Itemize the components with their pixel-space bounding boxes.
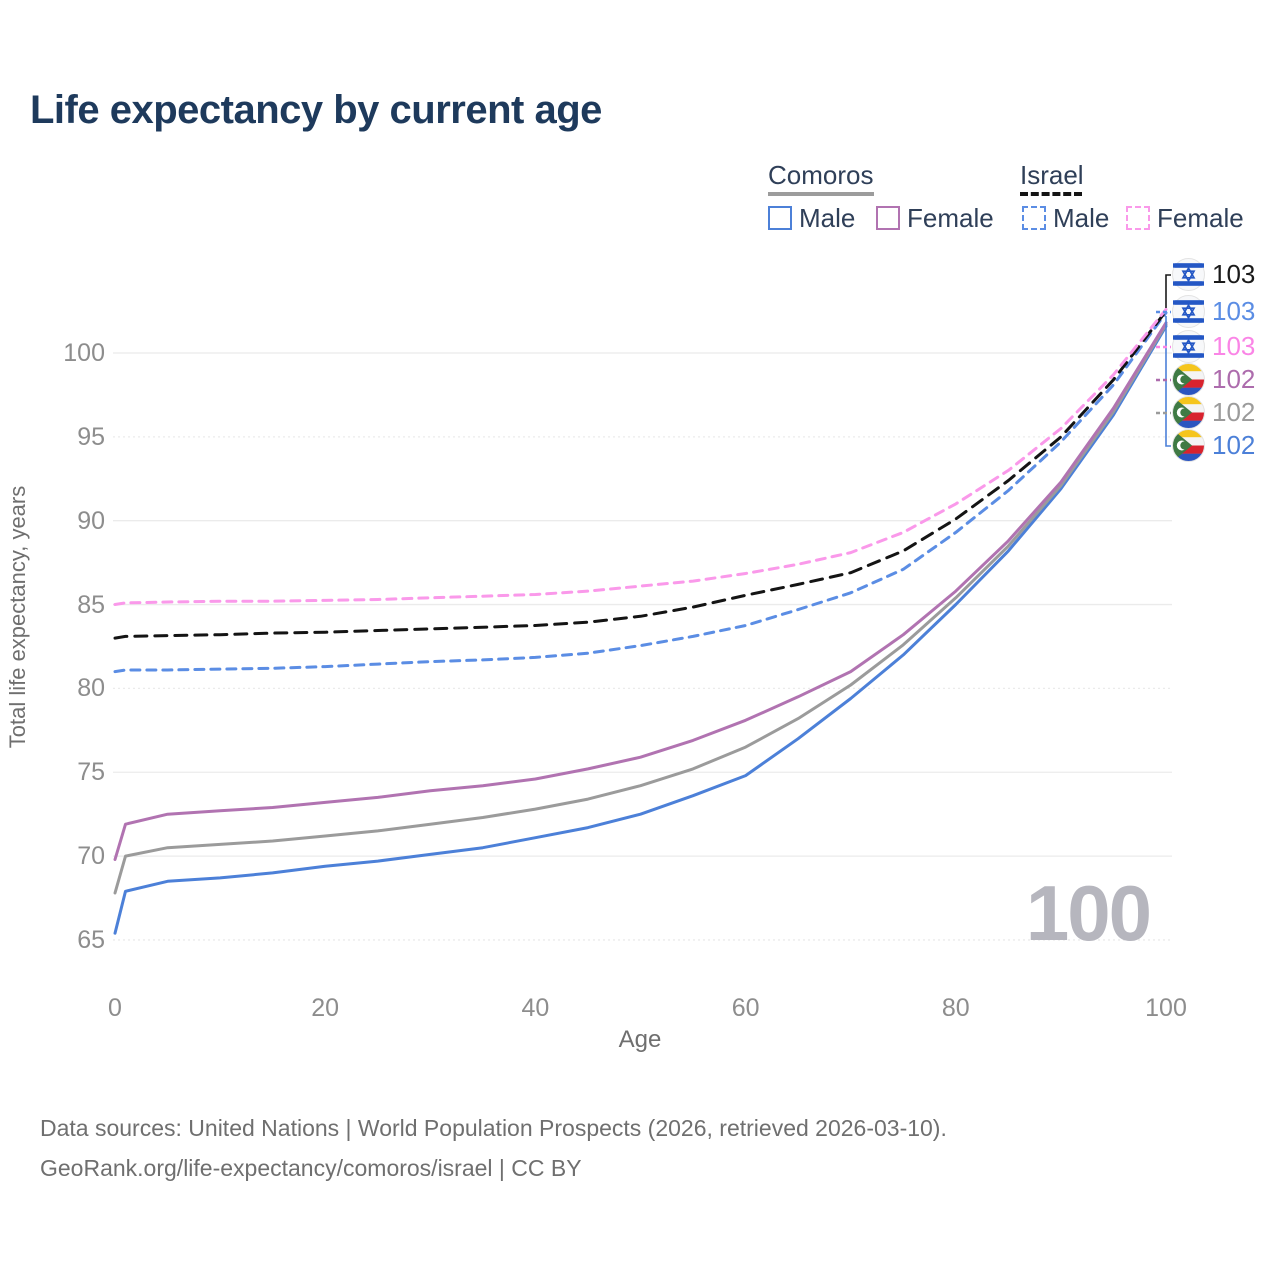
legend-group-comoros: Comoros	[768, 160, 874, 190]
end-value: 102	[1212, 364, 1256, 394]
end-value: 102	[1212, 430, 1256, 460]
israel-flag-icon	[1172, 295, 1205, 328]
x-axis-title: Age	[618, 1026, 662, 1053]
legend-underline-israel	[1020, 192, 1082, 196]
end-label-israel-female: 103	[1172, 330, 1255, 363]
legend-item-israel-female[interactable]: Female	[1126, 203, 1244, 233]
legend-label: Female	[1157, 202, 1244, 233]
comoros-flag-icon	[1172, 429, 1205, 462]
y-tick-label-85: 85	[77, 590, 105, 619]
footer: Data sources: United Nations | World Pop…	[40, 1108, 947, 1189]
y-tick-label-70: 70	[77, 842, 105, 871]
legend-group-israel: Israel	[1020, 160, 1084, 190]
comoros-female-swatch-icon	[876, 206, 900, 230]
legend-item-comoros-female[interactable]: Female	[876, 203, 994, 233]
legend-label: Female	[907, 202, 994, 233]
y-tick-label-95: 95	[77, 422, 105, 451]
israel-male-swatch-icon	[1022, 206, 1046, 230]
georank-link[interactable]: GeoRank.org/life-expectancy/comoros/isra…	[40, 1155, 582, 1182]
watermark-age-100: 100	[1025, 869, 1152, 957]
end-label-israel-male: 103	[1172, 295, 1255, 328]
page-title: Life expectancy by current age	[30, 88, 602, 132]
data-sources-text: Data sources: United Nations | World Pop…	[40, 1115, 947, 1141]
series-line-israel-male	[113, 311, 1168, 674]
series-line-comoros-male	[113, 324, 1168, 935]
series-line-comoros-female	[113, 321, 1168, 861]
end-label-israel-total: 103	[1172, 258, 1255, 291]
legend-label: Male	[1053, 202, 1110, 233]
x-tick-label-80: 80	[941, 994, 970, 1022]
connector-comoros-male	[1165, 316, 1171, 447]
legend-label: Male	[799, 202, 856, 233]
legend-underline-comoros	[768, 192, 874, 196]
x-tick-label-60: 60	[731, 994, 760, 1022]
y-tick-label-75: 75	[77, 758, 105, 787]
end-value: 103	[1212, 259, 1256, 289]
end-label-comoros-male: 102	[1172, 429, 1255, 462]
x-tick-label-100: 100	[1145, 994, 1187, 1022]
y-tick-label-100: 100	[63, 339, 105, 367]
comoros-flag-icon	[1172, 396, 1205, 429]
legend-item-comoros-male[interactable]: Male	[768, 203, 855, 233]
israel-flag-icon	[1172, 258, 1205, 291]
comoros-male-swatch-icon	[768, 206, 792, 230]
y-tick-label-90: 90	[77, 506, 105, 535]
legend-item-israel-male[interactable]: Male	[1022, 203, 1109, 233]
comoros-flag-icon	[1172, 363, 1205, 396]
x-tick-label-20: 20	[311, 994, 340, 1022]
y-tick-label-80: 80	[77, 674, 105, 703]
end-value: 102	[1212, 397, 1256, 427]
end-label-comoros-female: 102	[1172, 363, 1255, 396]
end-label-comoros-total: 102	[1172, 396, 1255, 429]
israel-flag-icon	[1172, 330, 1205, 363]
connector-israel-total	[1165, 274, 1171, 308]
series-line-israel-female	[113, 307, 1168, 606]
israel-female-swatch-icon	[1126, 206, 1150, 230]
series-line-israel-total	[113, 309, 1168, 640]
y-axis-title: Total life expectancy, years	[5, 485, 30, 749]
x-tick-label-40: 40	[521, 994, 550, 1022]
end-value: 103	[1212, 331, 1256, 361]
x-tick-label-0: 0	[108, 994, 122, 1022]
y-tick-label-65: 65	[77, 925, 105, 954]
series-line-comoros-total	[113, 323, 1168, 895]
end-value: 103	[1212, 296, 1256, 326]
